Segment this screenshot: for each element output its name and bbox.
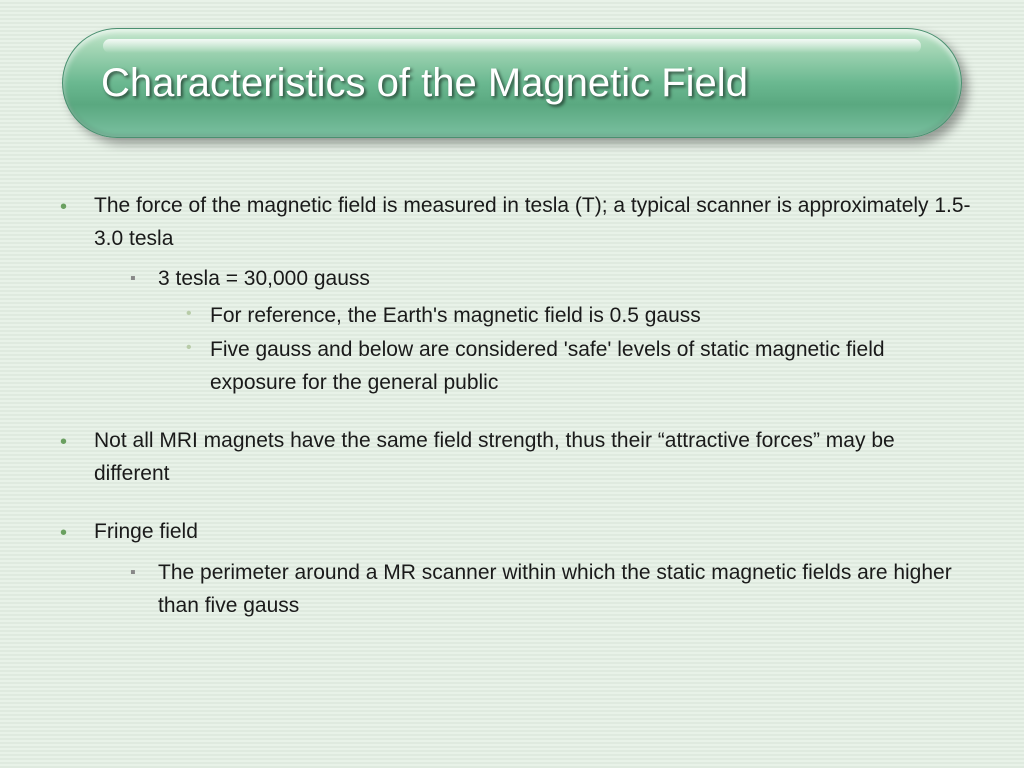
bullet-text: The perimeter around a MR scanner within… (158, 557, 974, 622)
bullet-l1-icon: • (60, 516, 94, 549)
bullet-text: Fringe field (94, 516, 974, 549)
title-banner: Characteristics of the Magnetic Field (62, 28, 962, 138)
bullet-text: The force of the magnetic field is measu… (94, 190, 974, 255)
bullet-l2-icon: ▪ (130, 263, 158, 296)
list-item: • Fringe field ▪ The perimeter around a … (60, 516, 974, 622)
bullet-text: Five gauss and below are considered 'saf… (210, 334, 974, 399)
bullet-text: 3 tesla = 30,000 gauss (158, 263, 974, 296)
bullet-list: • The force of the magnetic field is mea… (60, 190, 974, 622)
bullet-l2-icon: ▪ (130, 557, 158, 622)
list-item: ▪ The perimeter around a MR scanner with… (130, 557, 974, 622)
slide-title: Characteristics of the Magnetic Field (101, 61, 748, 106)
bullet-text: Not all MRI magnets have the same field … (94, 425, 974, 490)
slide-body: • The force of the magnetic field is mea… (60, 190, 974, 648)
list-item: ▪ 3 tesla = 30,000 gauss • For reference… (130, 263, 974, 399)
bullet-l3-icon: • (186, 300, 210, 333)
list-item: • For reference, the Earth's magnetic fi… (186, 300, 974, 333)
bullet-l3-icon: • (186, 334, 210, 399)
list-item: • The force of the magnetic field is mea… (60, 190, 974, 399)
list-item: • Not all MRI magnets have the same fiel… (60, 425, 974, 490)
list-item: • Five gauss and below are considered 's… (186, 334, 974, 399)
bullet-l1-icon: • (60, 425, 94, 490)
bullet-l1-icon: • (60, 190, 94, 255)
bullet-text: For reference, the Earth's magnetic fiel… (210, 300, 974, 333)
